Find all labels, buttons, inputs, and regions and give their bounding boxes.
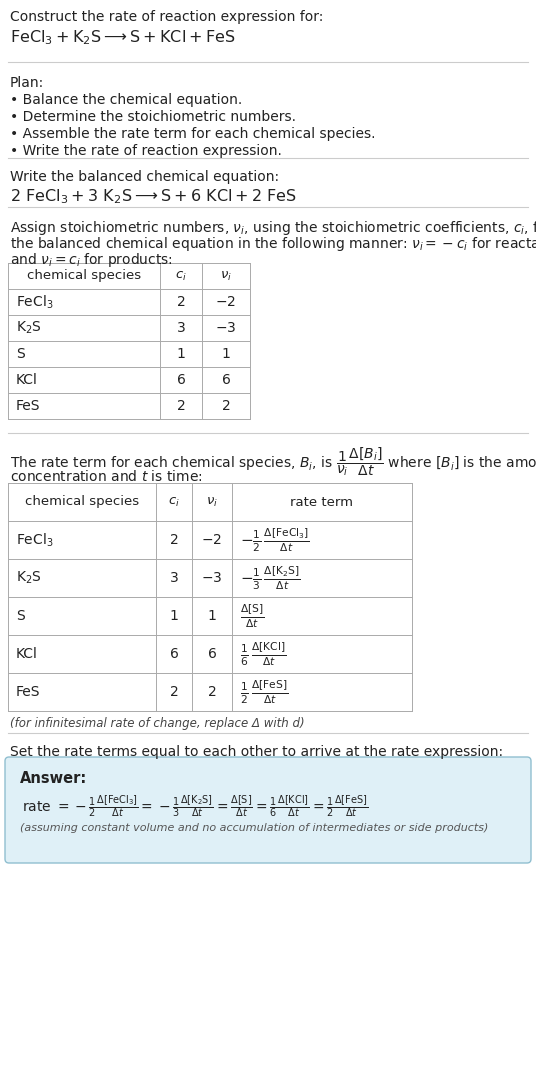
Text: 2: 2 <box>221 399 230 413</box>
Text: 6: 6 <box>221 373 230 387</box>
Text: chemical species: chemical species <box>27 270 141 283</box>
Text: • Balance the chemical equation.: • Balance the chemical equation. <box>10 92 242 107</box>
Text: and $\nu_i = c_i$ for products:: and $\nu_i = c_i$ for products: <box>10 251 173 269</box>
Text: $\mathrm{FeCl_3}$: $\mathrm{FeCl_3}$ <box>16 294 54 311</box>
Text: 2: 2 <box>169 533 178 547</box>
Text: $-\frac{1}{3}\,\frac{\Delta[\mathrm{K_2S}]}{\Delta t}$: $-\frac{1}{3}\,\frac{\Delta[\mathrm{K_2S… <box>240 565 301 592</box>
Text: concentration and $t$ is time:: concentration and $t$ is time: <box>10 469 203 484</box>
Text: $\frac{1}{2}\,\frac{\Delta[\mathrm{FeS}]}{\Delta t}$: $\frac{1}{2}\,\frac{\Delta[\mathrm{FeS}]… <box>240 678 288 706</box>
Text: rate $= -\frac{1}{2}\frac{\Delta[\mathrm{FeCl_3}]}{\Delta t} = -\frac{1}{3}\frac: rate $= -\frac{1}{2}\frac{\Delta[\mathrm… <box>22 793 368 819</box>
Text: the balanced chemical equation in the following manner: $\nu_i = -c_i$ for react: the balanced chemical equation in the fo… <box>10 235 536 254</box>
Text: $\mathregular{2\ FeCl_3 + 3\ K_2S \longrightarrow S + 6\ KCl + 2\ FeS}$: $\mathregular{2\ FeCl_3 + 3\ K_2S \longr… <box>10 187 297 206</box>
Text: 1: 1 <box>207 609 217 623</box>
Text: 3: 3 <box>177 321 185 335</box>
Text: 6: 6 <box>207 647 217 662</box>
Text: 6: 6 <box>176 373 185 387</box>
Text: • Write the rate of reaction expression.: • Write the rate of reaction expression. <box>10 144 282 158</box>
Text: $c_i$: $c_i$ <box>168 495 180 508</box>
Text: 1: 1 <box>176 347 185 361</box>
Text: S: S <box>16 347 25 361</box>
Text: S: S <box>16 609 25 623</box>
Text: KCl: KCl <box>16 647 38 662</box>
Text: FeS: FeS <box>16 399 41 413</box>
Text: $\mathrm{K_2S}$: $\mathrm{K_2S}$ <box>16 320 42 336</box>
Text: 2: 2 <box>177 295 185 309</box>
FancyBboxPatch shape <box>5 757 531 863</box>
Text: rate term: rate term <box>291 495 354 508</box>
Text: FeS: FeS <box>16 685 41 698</box>
Text: (for infinitesimal rate of change, replace Δ with d): (for infinitesimal rate of change, repla… <box>10 717 304 730</box>
Text: chemical species: chemical species <box>25 495 139 508</box>
Text: 1: 1 <box>221 347 230 361</box>
Text: • Assemble the rate term for each chemical species.: • Assemble the rate term for each chemic… <box>10 127 376 141</box>
Text: 1: 1 <box>169 609 178 623</box>
Text: The rate term for each chemical species, $B_i$, is $\dfrac{1}{\nu_i}\dfrac{\Delt: The rate term for each chemical species,… <box>10 445 536 478</box>
Text: $\mathregular{FeCl_3 + K_2S \longrightarrow S + KCl + FeS}$: $\mathregular{FeCl_3 + K_2S \longrightar… <box>10 28 235 47</box>
Text: $\mathrm{FeCl_3}$: $\mathrm{FeCl_3}$ <box>16 531 54 548</box>
Text: (assuming constant volume and no accumulation of intermediates or side products): (assuming constant volume and no accumul… <box>20 823 488 833</box>
Text: $-3$: $-3$ <box>215 321 237 335</box>
Text: 2: 2 <box>207 685 217 698</box>
Text: $-2$: $-2$ <box>215 295 236 309</box>
Text: 2: 2 <box>177 399 185 413</box>
Text: $\nu_i$: $\nu_i$ <box>206 495 218 508</box>
Text: 3: 3 <box>169 571 178 585</box>
Text: Answer:: Answer: <box>20 771 87 786</box>
Text: 6: 6 <box>169 647 178 662</box>
Text: Plan:: Plan: <box>10 76 44 90</box>
Text: Write the balanced chemical equation:: Write the balanced chemical equation: <box>10 170 279 184</box>
Text: 2: 2 <box>169 685 178 698</box>
Text: $-2$: $-2$ <box>202 533 222 547</box>
Text: $\frac{\Delta[\mathrm{S}]}{\Delta t}$: $\frac{\Delta[\mathrm{S}]}{\Delta t}$ <box>240 602 264 630</box>
Text: $\mathrm{K_2S}$: $\mathrm{K_2S}$ <box>16 570 42 586</box>
Text: KCl: KCl <box>16 373 38 387</box>
Text: $\frac{1}{6}\,\frac{\Delta[\mathrm{KCl}]}{\Delta t}$: $\frac{1}{6}\,\frac{\Delta[\mathrm{KCl}]… <box>240 640 286 668</box>
Text: $-\frac{1}{2}\,\frac{\Delta[\mathrm{FeCl_3}]}{\Delta t}$: $-\frac{1}{2}\,\frac{\Delta[\mathrm{FeCl… <box>240 527 310 554</box>
Text: Set the rate terms equal to each other to arrive at the rate expression:: Set the rate terms equal to each other t… <box>10 745 503 759</box>
Text: Assign stoichiometric numbers, $\nu_i$, using the stoichiometric coefficients, $: Assign stoichiometric numbers, $\nu_i$, … <box>10 219 536 237</box>
Text: $\nu_i$: $\nu_i$ <box>220 270 232 283</box>
Text: $c_i$: $c_i$ <box>175 270 187 283</box>
Text: Construct the rate of reaction expression for:: Construct the rate of reaction expressio… <box>10 10 323 24</box>
Text: • Determine the stoichiometric numbers.: • Determine the stoichiometric numbers. <box>10 110 296 124</box>
Text: $-3$: $-3$ <box>202 571 222 585</box>
